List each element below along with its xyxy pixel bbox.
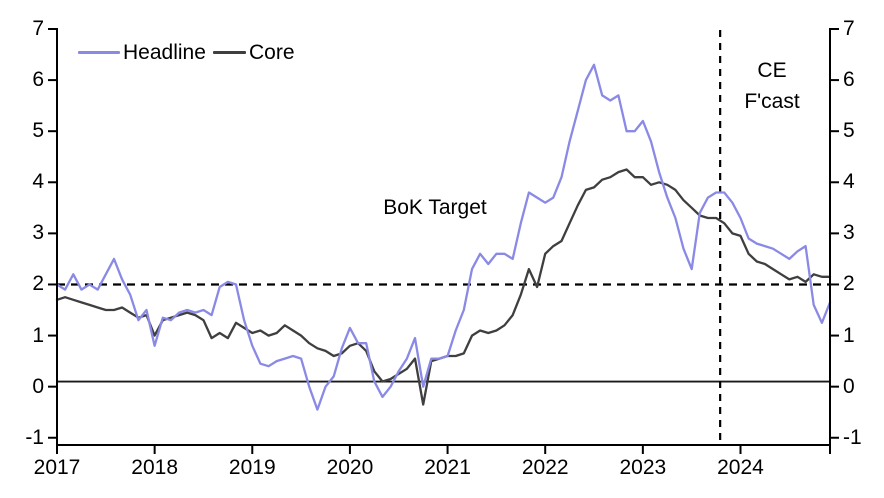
y-tick-label-right-6: 6 <box>843 68 855 92</box>
y-tick-label-right-5: 5 <box>843 119 855 143</box>
x-tick-label-2021: 2021 <box>424 456 471 479</box>
y-tick-label-left-1: 1 <box>32 323 44 347</box>
y-tick-label-left-0: 0 <box>32 374 44 398</box>
y-tick-label-right-4: 4 <box>843 170 855 194</box>
y-tick-label-right--1: -1 <box>843 425 862 449</box>
headline-series-line <box>55 63 832 411</box>
legend-swatch-core <box>213 51 246 54</box>
y-tick-label-left-6: 6 <box>32 68 44 92</box>
y-tick-label-right-3: 3 <box>843 221 855 245</box>
y-tick-label-right-0: 0 <box>843 374 855 398</box>
y-tick-label-left-3: 3 <box>32 221 44 245</box>
y-tick-label-left-2: 2 <box>32 272 44 296</box>
ce-forecast-line1: CE <box>757 59 787 82</box>
legend-label-core: Core <box>249 41 295 64</box>
y-tick-label-left--1: -1 <box>25 425 44 449</box>
y-tick-label-left-4: 4 <box>32 170 44 194</box>
y-tick-label-left-5: 5 <box>32 119 44 143</box>
x-tick-label-2019: 2019 <box>228 456 276 479</box>
x-tick-label-2024: 2024 <box>717 456 764 479</box>
x-tick-label-2018: 2018 <box>131 456 178 479</box>
bok-target-annotation: BoK Target <box>383 196 487 219</box>
y-tick-label-right-2: 2 <box>843 272 855 296</box>
ce-forecast-annotation: CE F'cast <box>722 55 822 117</box>
y-tick-label-right-7: 7 <box>843 17 855 40</box>
legend-label-headline: Headline <box>123 41 206 64</box>
y-tick-label-left-7: 7 <box>32 17 44 40</box>
legend-swatch-headline <box>78 51 120 54</box>
x-tick-label-2023: 2023 <box>619 456 667 479</box>
x-tick-label-2022: 2022 <box>521 456 569 479</box>
ce-forecast-line2: F'cast <box>744 90 800 113</box>
x-tick-label-2017: 2017 <box>33 456 81 479</box>
y-tick-label-right-1: 1 <box>843 323 855 347</box>
x-tick-label-2020: 2020 <box>326 456 374 479</box>
